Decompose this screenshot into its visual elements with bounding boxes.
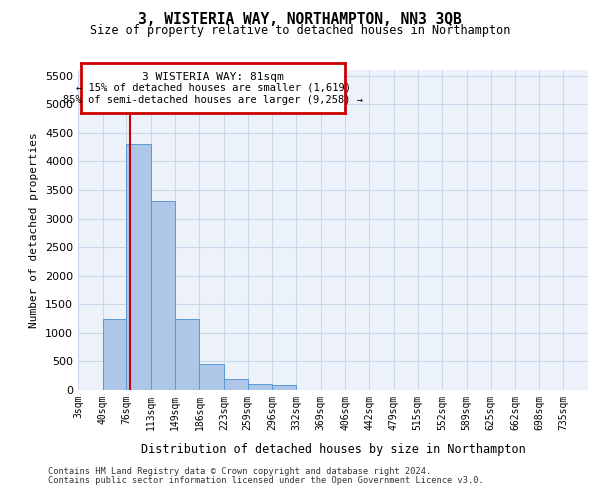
Bar: [103, 318, 127, 390]
Text: 3, WISTERIA WAY, NORTHAMPTON, NN3 3QB: 3, WISTERIA WAY, NORTHAMPTON, NN3 3QB: [138, 12, 462, 28]
Bar: [224, 378, 248, 390]
Text: 85% of semi-detached houses are larger (9,258) →: 85% of semi-detached houses are larger (…: [63, 95, 363, 105]
Bar: [272, 386, 296, 390]
Text: Distribution of detached houses by size in Northampton: Distribution of detached houses by size …: [140, 442, 526, 456]
Text: 3 WISTERIA WAY: 81sqm: 3 WISTERIA WAY: 81sqm: [142, 72, 284, 82]
Y-axis label: Number of detached properties: Number of detached properties: [29, 132, 40, 328]
Bar: [199, 364, 224, 390]
Bar: [248, 384, 272, 390]
Bar: [175, 318, 199, 390]
Text: Size of property relative to detached houses in Northampton: Size of property relative to detached ho…: [90, 24, 510, 37]
Bar: [127, 144, 151, 390]
Text: ← 15% of detached houses are smaller (1,619): ← 15% of detached houses are smaller (1,…: [76, 82, 350, 92]
Text: Contains HM Land Registry data © Crown copyright and database right 2024.: Contains HM Land Registry data © Crown c…: [48, 467, 431, 476]
Text: Contains public sector information licensed under the Open Government Licence v3: Contains public sector information licen…: [48, 476, 484, 485]
Bar: [151, 202, 175, 390]
